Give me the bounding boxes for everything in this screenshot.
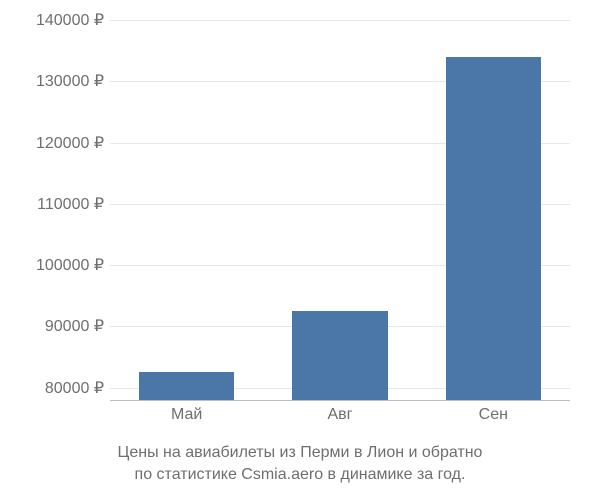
caption-line-2: по статистике Csmia.aero в динамике за г… [135,466,466,483]
x-axis-label: Сен [479,406,508,424]
y-axis-label: 130000 ₽ [0,71,104,91]
bar [139,372,234,400]
y-axis-label: 140000 ₽ [0,10,104,30]
gridline [110,20,570,21]
x-axis-label: Май [171,406,202,424]
y-axis-label: 80000 ₽ [0,378,104,398]
y-axis-label: 120000 ₽ [0,133,104,153]
x-axis-label: Авг [327,406,352,424]
y-axis-label: 100000 ₽ [0,255,104,275]
bar [292,311,387,400]
y-axis-label: 110000 ₽ [0,194,104,214]
chart-caption: Цены на авиабилеты из Перми в Лион и обр… [0,442,600,485]
plot-area [110,20,570,400]
price-chart: Цены на авиабилеты из Перми в Лион и обр… [0,0,600,500]
y-axis-label: 90000 ₽ [0,316,104,336]
x-axis-baseline [110,400,570,401]
bar [446,57,541,400]
caption-line-1: Цены на авиабилеты из Перми в Лион и обр… [118,444,483,461]
